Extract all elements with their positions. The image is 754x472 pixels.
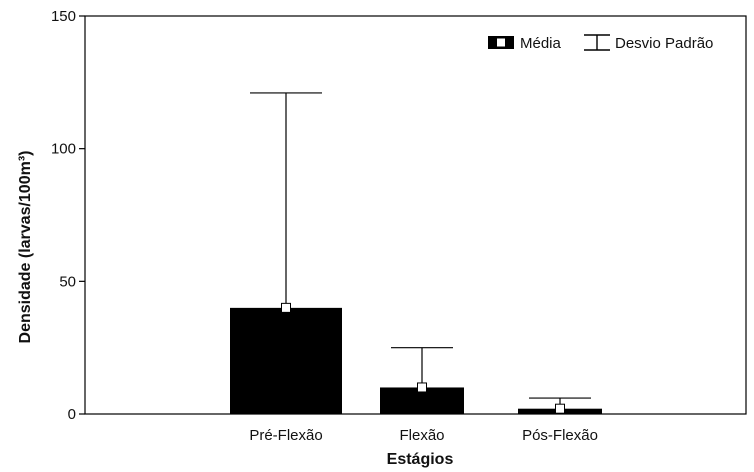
y-tick-label: 0 [68,406,76,423]
legend-mean-label: Média [520,35,562,52]
legend-std-label: Desvio Padrão [615,35,713,52]
legend-mean-swatch-marker [497,39,505,47]
x-tick-label: Pré-Flexão [249,427,322,444]
x-tick-label: Flexão [399,427,444,444]
x-tick-label: Pós-Flexão [522,427,598,444]
mean-marker [282,303,291,312]
plot-frame [85,16,746,414]
mean-marker [418,383,427,392]
legend: Média Desvio Padrão [488,35,713,52]
legend-std-icon [584,35,610,50]
x-axis: Pré-Flexão Flexão Pós-Flexão [249,427,598,444]
y-axis-title: Densidade (larvas/100m³) [17,151,34,344]
y-axis: 0 50 100 150 [51,8,85,423]
bar [230,308,342,414]
mean-marker [556,404,565,413]
y-tick-label: 50 [59,273,76,290]
y-tick-label: 150 [51,8,76,25]
plot-border [85,16,746,414]
x-axis-title: Estágios [387,451,454,468]
y-tick-label: 100 [51,141,76,158]
